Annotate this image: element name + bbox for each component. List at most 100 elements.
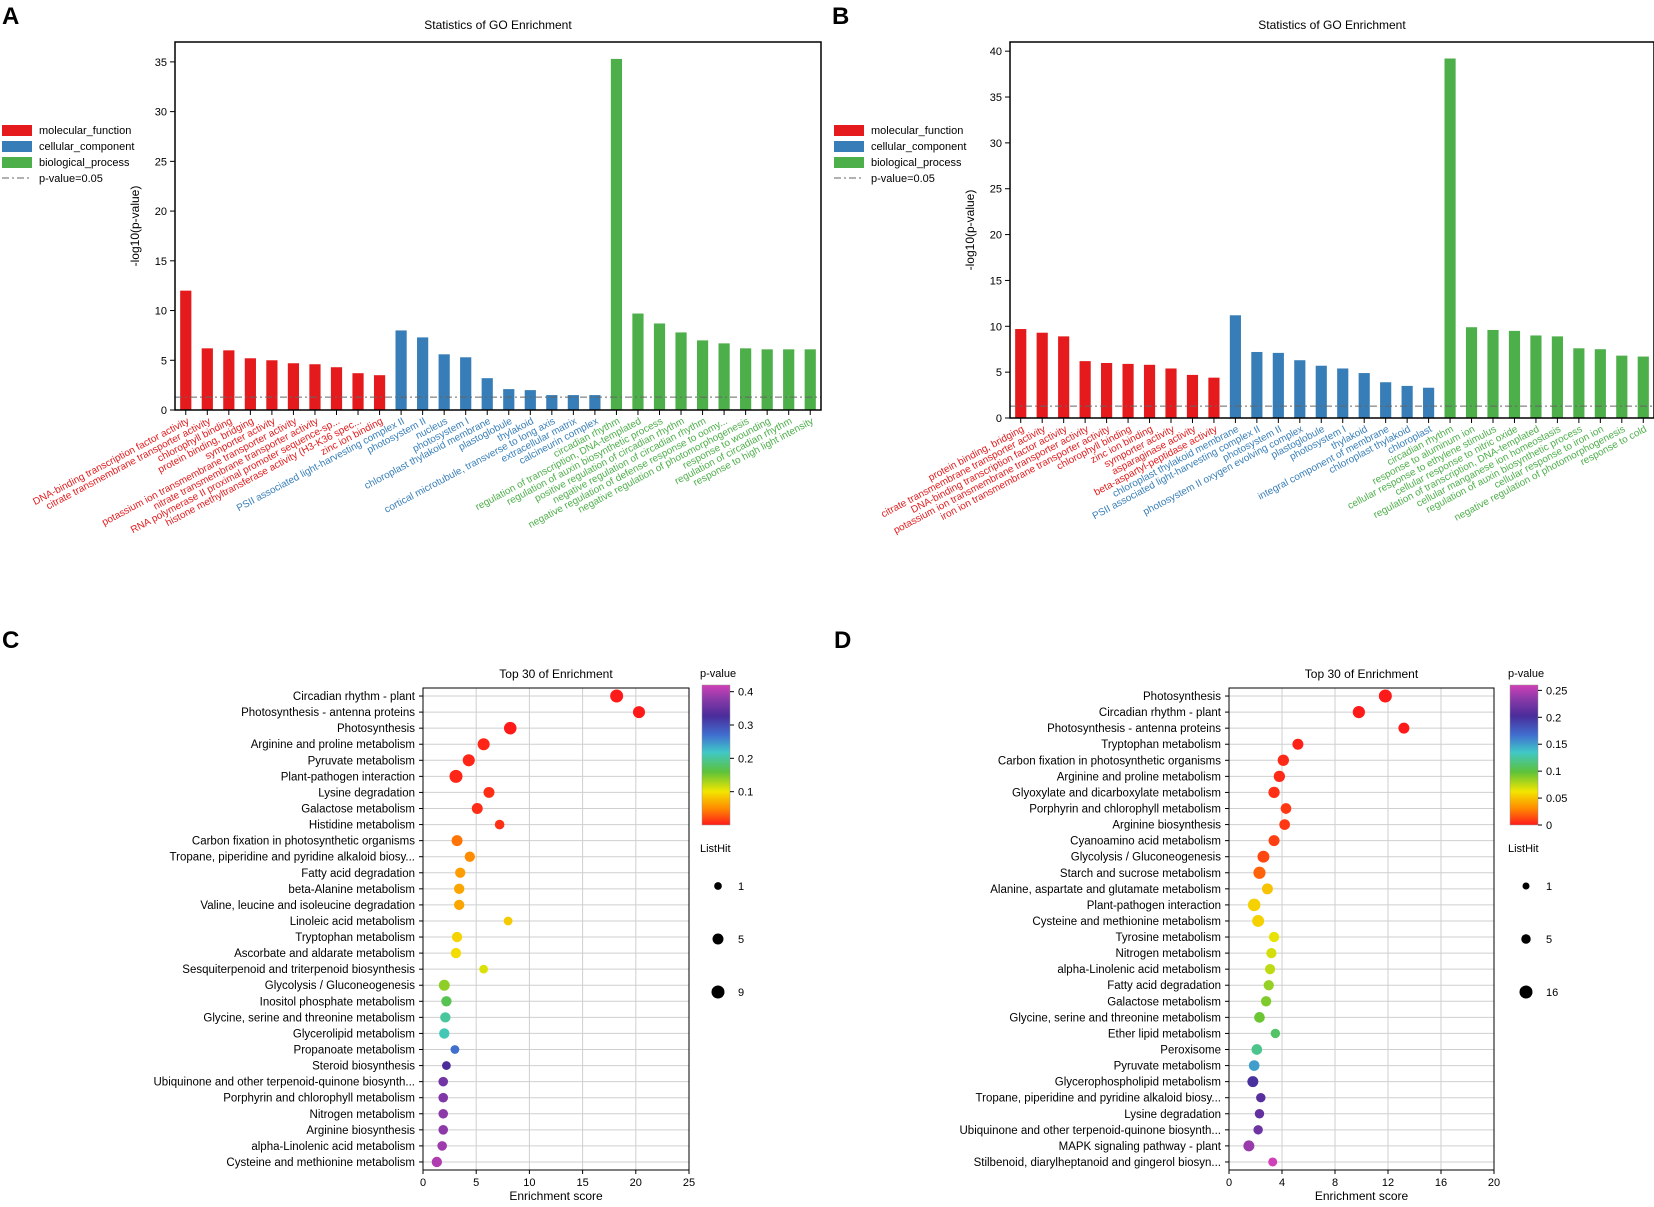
- y-tick-label: Ascorbate and aldarate metabolism: [234, 948, 415, 960]
- y-tick-label: Photosynthesis - antenna proteins: [1047, 723, 1221, 735]
- data-point: [438, 1108, 449, 1119]
- y-tick-label: Steroid biosynthesis: [312, 1061, 415, 1073]
- size-legend-dot: [711, 985, 725, 999]
- bar: [804, 349, 816, 410]
- bar: [1208, 377, 1220, 418]
- colorbar-tick-label: 0: [1546, 820, 1552, 832]
- y-tick-label: Glycine, serine and threonine metabolism: [203, 1012, 415, 1024]
- legend-swatch: [2, 157, 32, 168]
- y-tick-label: Nitrogen metabolism: [1116, 948, 1221, 960]
- y-tick-label: Plant-pathogen interaction: [1087, 900, 1221, 912]
- data-point: [438, 1092, 449, 1103]
- bar: [1036, 332, 1048, 418]
- panel-letter-b: B: [832, 3, 849, 30]
- data-point: [1378, 689, 1392, 703]
- y-tick-label: Circadian rhythm - plant: [293, 691, 416, 703]
- bar: [1551, 336, 1563, 418]
- data-point: [1248, 1060, 1260, 1071]
- colorbar-gradient: [1509, 684, 1539, 826]
- data-point: [479, 964, 489, 974]
- y-tick-label: Glycine, serine and threonine metabolism: [1009, 1012, 1221, 1024]
- panel-letter-c: C: [2, 627, 19, 654]
- data-point: [1270, 1028, 1281, 1039]
- bar: [352, 373, 364, 410]
- colorbar-tick-label: 0.25: [1546, 685, 1567, 697]
- y-tick-label: Alanine, aspartate and glutamate metabol…: [990, 884, 1221, 896]
- panel-letter-d: D: [834, 627, 851, 654]
- data-point: [1292, 738, 1304, 750]
- bar: [1058, 336, 1070, 418]
- y-tick-label: 10: [990, 321, 1002, 333]
- bar: [1337, 368, 1349, 418]
- y-tick-label: Tyrosine metabolism: [1116, 932, 1221, 944]
- data-point: [1247, 898, 1261, 912]
- y-tick-label: Arginine biosynthesis: [306, 1125, 415, 1137]
- data-point: [438, 1125, 449, 1135]
- bar: [524, 390, 536, 410]
- y-tick-label: Cysteine and methionine metabolism: [226, 1157, 415, 1169]
- legend-label: p-value=0.05: [39, 173, 103, 185]
- bar: [1079, 361, 1091, 418]
- y-tick-label: Pyruvate metabolism: [308, 755, 415, 767]
- size-legend-label: 5: [738, 934, 744, 946]
- data-point: [1243, 1140, 1255, 1152]
- size-legend-dot: [714, 882, 722, 890]
- y-tick-label: Peroxisome: [1160, 1045, 1221, 1057]
- y-tick-label: 0: [161, 405, 167, 417]
- y-tick-label: MAPK signaling pathway - plant: [1059, 1141, 1222, 1153]
- y-tick-label: Carbon fixation in photosynthetic organi…: [192, 836, 415, 848]
- y-tick-label: 20: [155, 206, 167, 218]
- y-tick-label: Linoleic acid metabolism: [290, 916, 415, 928]
- data-point: [450, 947, 462, 959]
- y-tick-label: 15: [155, 256, 167, 268]
- bar: [1165, 368, 1177, 418]
- size-legend-title: ListHit: [1508, 843, 1539, 855]
- legend-label: p-value=0.05: [871, 173, 935, 185]
- panel-letter-a: A: [2, 3, 19, 30]
- bar: [201, 348, 213, 410]
- colorbar-gradient: [701, 684, 731, 826]
- chart-title: Statistics of GO Enrichment: [424, 18, 572, 32]
- y-tick-label: 35: [155, 57, 167, 69]
- bar: [417, 337, 429, 410]
- bar: [1143, 364, 1156, 418]
- bar: [1465, 327, 1478, 418]
- bar: [1401, 385, 1413, 418]
- x-tick-label: 25: [683, 1177, 695, 1189]
- legend-label: molecular_function: [39, 125, 131, 137]
- size-legend-title: ListHit: [700, 843, 731, 855]
- plot-frame: [1009, 41, 1654, 419]
- x-axis-label: Enrichment score: [509, 1189, 603, 1203]
- bar: [373, 375, 386, 410]
- y-tick-label: Galactose metabolism: [1107, 996, 1221, 1008]
- panel-b-chart: Statistics of GO Enrichment 0 5 10 15 20 25 30 3…: [834, 18, 1654, 536]
- data-point: [610, 689, 624, 703]
- y-tick-label: 25: [990, 184, 1002, 196]
- y-tick-label: Tryptophan metabolism: [295, 932, 415, 944]
- bar: [653, 323, 666, 410]
- panel-d-chart: Top 30 of Enrichment 0 4 8 12 16 20 Enrichment …: [960, 667, 1568, 1203]
- bar: [395, 330, 407, 410]
- data-point: [442, 1061, 451, 1070]
- bar: [740, 348, 752, 410]
- bar: [287, 363, 300, 410]
- data-point: [431, 1156, 442, 1168]
- y-tick-label: 30: [155, 107, 167, 119]
- bar: [610, 58, 623, 410]
- bar: [761, 349, 773, 410]
- data-point: [451, 931, 463, 943]
- bar: [481, 378, 493, 410]
- plot-frame: [422, 687, 690, 1171]
- y-tick-label: Tropane, piperidine and pyridine alkaloi…: [976, 1093, 1221, 1105]
- bar: [1444, 58, 1456, 418]
- data-point: [450, 1045, 460, 1054]
- y-tick-label: Photosynthesis: [1143, 691, 1221, 703]
- y-tick-label: Tropane, piperidine and pyridine alkaloi…: [170, 852, 415, 864]
- y-tick-label: Ether lipid metabolism: [1108, 1028, 1221, 1040]
- bar: [1251, 351, 1263, 418]
- y-tick-label: 35: [990, 92, 1002, 104]
- data-point: [477, 738, 490, 751]
- data-point: [1254, 1109, 1265, 1119]
- y-tick-label: Lysine degradation: [318, 787, 415, 799]
- y-tick-label: Galactose metabolism: [301, 804, 415, 816]
